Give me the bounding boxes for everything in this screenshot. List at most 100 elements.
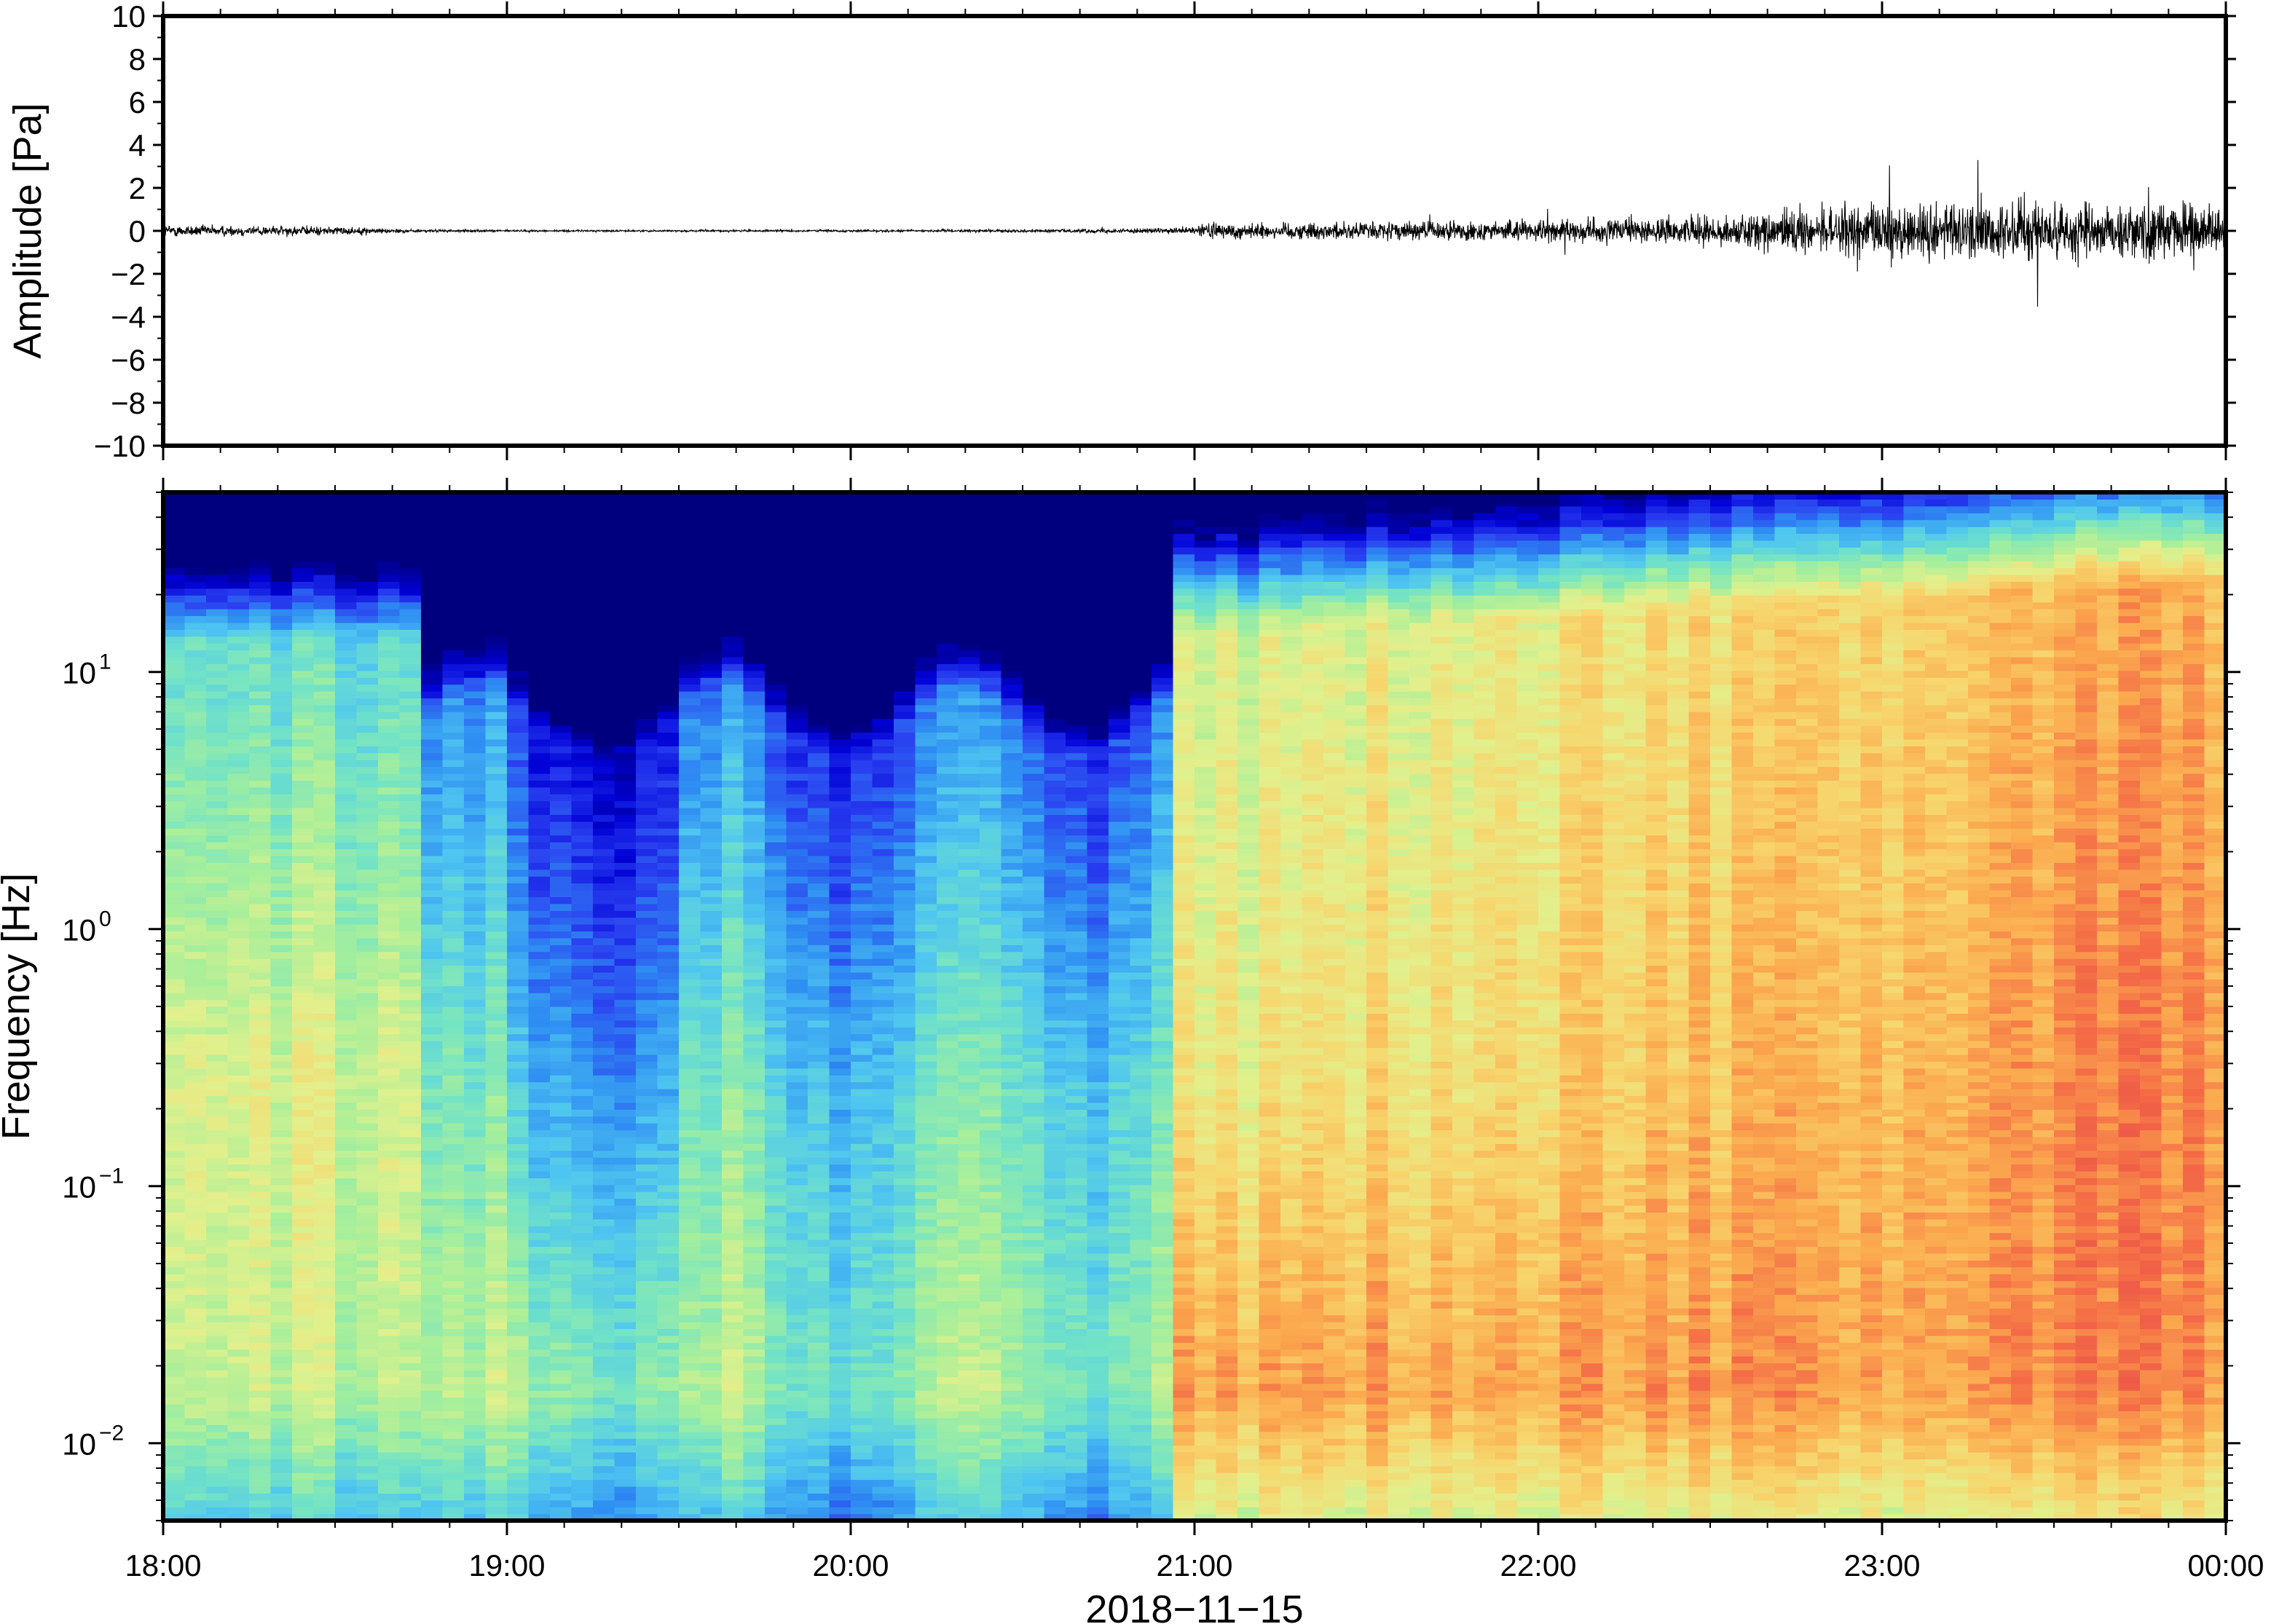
spectrogram-cell xyxy=(335,1047,358,1055)
spectrogram-cell xyxy=(636,1054,658,1062)
spectrogram-cell xyxy=(657,1170,680,1178)
spectrogram-cell xyxy=(593,663,615,671)
spectrogram-cell xyxy=(765,1088,787,1096)
spectrogram-cell xyxy=(829,1287,851,1295)
spectrogram-cell xyxy=(700,1184,723,1192)
spectrogram-cell xyxy=(292,553,315,561)
spectrogram-cell xyxy=(206,917,229,925)
spectrogram-cell xyxy=(722,1218,744,1226)
spectrogram-cell xyxy=(356,1363,379,1371)
spectrogram-cell xyxy=(786,1342,808,1350)
spectrogram-cell xyxy=(163,766,186,774)
spectrogram-cell xyxy=(636,547,658,555)
spectrogram-cell xyxy=(206,1287,229,1295)
spectrogram-cell xyxy=(636,1157,658,1165)
spectrogram-cell xyxy=(227,985,250,993)
spectrogram-cell xyxy=(786,1095,808,1103)
spectrogram-cell xyxy=(485,1486,508,1494)
spectrogram-cell xyxy=(743,567,765,575)
spectrogram-cell xyxy=(163,609,186,617)
spectrogram-cell xyxy=(829,574,851,582)
spectrogram-cell xyxy=(808,1136,830,1144)
spectrogram-cell xyxy=(614,965,637,973)
spectrogram-cell xyxy=(163,1438,186,1446)
spectrogram-cell xyxy=(507,903,530,911)
spectrogram-cell xyxy=(292,945,315,953)
spectrogram-cell xyxy=(249,1356,272,1364)
spectrogram-cell xyxy=(184,1280,207,1288)
spectrogram-cell xyxy=(829,1027,851,1035)
spectrogram-cell xyxy=(270,1363,293,1371)
spectrogram-cell xyxy=(679,958,701,966)
spectrogram-cell xyxy=(464,931,487,939)
spectrogram-cell xyxy=(528,780,551,788)
spectrogram-cell xyxy=(700,677,723,685)
spectrogram-cell xyxy=(765,712,787,720)
spectrogram-cell xyxy=(399,656,422,664)
spectrogram-cell xyxy=(313,663,336,671)
spectrogram-cell xyxy=(614,1417,637,1425)
spectrogram-cell xyxy=(593,896,615,904)
spectrogram-cell xyxy=(743,1095,765,1103)
spectrogram-cell xyxy=(700,609,723,617)
spectrogram-cell xyxy=(163,1164,186,1172)
spectrogram-cell xyxy=(227,855,250,863)
spectrogram-cell xyxy=(614,1274,637,1282)
spectrogram-cell xyxy=(700,1438,723,1446)
spectrogram-cell xyxy=(313,979,336,987)
spectrogram-cell xyxy=(765,1363,787,1371)
spectrogram-cell xyxy=(743,1335,765,1343)
spectrogram-cell xyxy=(679,499,701,507)
spectrogram-cell xyxy=(657,718,680,726)
spectrogram-cell xyxy=(829,561,851,569)
spectrogram-cell xyxy=(657,1322,680,1330)
spectrogram-cell xyxy=(292,896,315,904)
spectrogram-cell xyxy=(313,1445,336,1453)
spectrogram-cell xyxy=(399,1116,422,1124)
spectrogram-cell xyxy=(743,979,765,987)
spectrogram-cell xyxy=(571,1287,594,1295)
spectrogram-cell xyxy=(614,842,637,850)
spectrogram-cell xyxy=(270,712,293,720)
spectrogram-cell xyxy=(614,1081,637,1089)
spectrogram-cell xyxy=(270,1041,293,1049)
spectrogram-cell xyxy=(636,876,658,884)
spectrogram-cell xyxy=(292,718,315,726)
spectrogram-cell xyxy=(356,527,379,535)
spectrogram-cell xyxy=(550,937,572,945)
spectrogram-cell xyxy=(571,896,594,904)
spectrogram-cell xyxy=(679,979,701,987)
spectrogram-cell xyxy=(313,937,336,945)
spectrogram-cell xyxy=(829,513,851,521)
spectrogram-cell xyxy=(614,828,637,836)
spectrogram-cell xyxy=(528,855,551,863)
spectrogram-cell xyxy=(786,1417,808,1425)
spectrogram-cell xyxy=(679,1041,701,1049)
spectrogram-cell xyxy=(507,1027,530,1035)
spectrogram-cell xyxy=(399,1150,422,1158)
spectrogram-cell xyxy=(292,1294,315,1302)
spectrogram-cell xyxy=(765,773,787,781)
spectrogram-cell xyxy=(184,1335,207,1343)
spectrogram-cell xyxy=(808,1294,830,1302)
spectrogram-cell xyxy=(163,773,186,781)
spectrogram-cell xyxy=(722,924,744,932)
spectrogram-cell xyxy=(464,574,487,582)
spectrogram-cell xyxy=(550,1287,572,1295)
spectrogram-cell xyxy=(270,1212,293,1220)
spectrogram-cell xyxy=(550,1102,572,1110)
spectrogram-cell xyxy=(657,1390,680,1398)
spectrogram-cell xyxy=(550,1020,572,1028)
spectrogram-cell xyxy=(679,725,701,733)
spectrogram-cell xyxy=(614,547,637,555)
spectrogram-cell xyxy=(657,1232,680,1240)
spectrogram-cell xyxy=(550,773,572,781)
spectrogram-cell xyxy=(378,1301,401,1309)
spectrogram-cell xyxy=(808,855,830,863)
spectrogram-cell xyxy=(593,1253,615,1261)
spectrogram-cell xyxy=(206,979,229,987)
spectrogram-cell xyxy=(356,752,379,760)
spectrogram-cell xyxy=(851,1431,873,1439)
spectrogram-cell xyxy=(292,1061,315,1069)
spectrogram-cell xyxy=(636,1143,658,1151)
